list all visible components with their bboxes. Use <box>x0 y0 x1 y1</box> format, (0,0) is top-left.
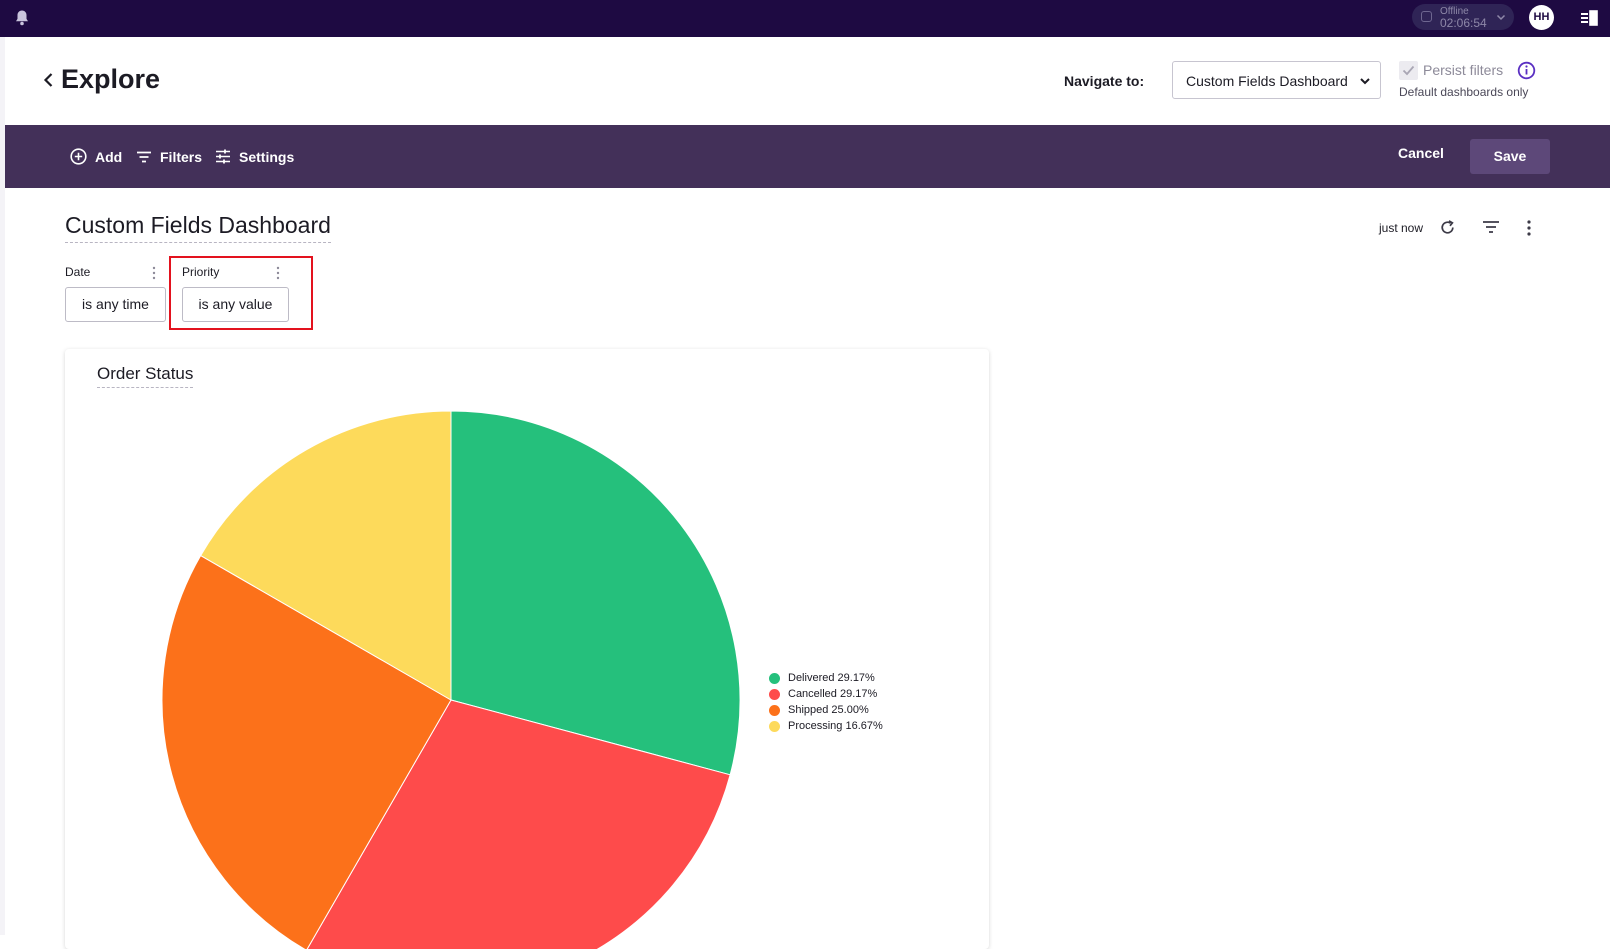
add-label: Add <box>95 148 123 165</box>
pie-slice-shipped[interactable] <box>161 554 452 949</box>
pie-slice-delivered[interactable] <box>450 410 741 776</box>
legend-label: Delivered 29.17% <box>788 672 875 684</box>
sliders-icon <box>216 149 230 164</box>
chevron-down-icon <box>1496 14 1506 21</box>
persist-filters-label: Persist filters <box>1423 62 1504 78</box>
navigate-label: Navigate to: <box>1064 73 1145 89</box>
legend-label: Cancelled 29.17% <box>788 688 878 700</box>
save-button[interactable]: Save <box>1470 139 1550 174</box>
legend-dot <box>769 688 780 700</box>
filters-label: Filters <box>160 148 203 165</box>
settings-button[interactable]: Settings <box>215 125 294 188</box>
filter-label-priority: Priority <box>182 265 220 279</box>
settings-label: Settings <box>239 148 295 165</box>
page-header: Explore Navigate to: Custom Fields Dashb… <box>5 37 1610 125</box>
status-pill[interactable]: Offline 02:06:54 <box>1412 4 1514 30</box>
legend-item-shipped[interactable]: Shipped 25.00% <box>769 702 883 718</box>
navigate-select-value: Custom Fields Dashboard <box>1186 73 1348 89</box>
legend-dot <box>769 720 780 732</box>
legend-dot <box>769 672 780 684</box>
legend-item-delivered[interactable]: Delivered 29.17% <box>769 670 883 686</box>
avatar[interactable]: HH <box>1529 5 1554 30</box>
panel-icon[interactable] <box>1580 10 1598 26</box>
chevron-down-icon <box>1360 78 1370 85</box>
dashboard-toolbar: Add Filters Settings Cancel Save <box>5 125 1610 188</box>
more-vertical-icon[interactable] <box>1525 219 1533 237</box>
order-status-card: Order Status Delivered 29.17% Cancelled 2… <box>65 349 989 949</box>
back-chevron-icon[interactable] <box>42 72 56 88</box>
filter-icon <box>137 151 151 162</box>
filter-label-date: Date <box>65 265 91 279</box>
add-circle-icon <box>70 148 87 165</box>
legend-label: Processing 16.67% <box>788 720 883 732</box>
more-vertical-icon[interactable] <box>275 265 281 281</box>
persist-filters-checkbox[interactable] <box>1399 61 1418 80</box>
navigate-select[interactable]: Custom Fields Dashboard <box>1172 61 1381 99</box>
priority-filter-button[interactable]: is any value <box>182 287 289 322</box>
top-bar: Offline 02:06:54 HH <box>0 0 1610 37</box>
bell-icon[interactable] <box>13 9 31 27</box>
pie-slice-cancelled[interactable] <box>306 699 731 949</box>
check-icon <box>1402 65 1415 76</box>
pie-slice-processing[interactable] <box>200 410 452 701</box>
chart-legend: Delivered 29.17% Cancelled 29.17% Shipped … <box>769 670 883 734</box>
more-vertical-icon[interactable] <box>151 265 157 281</box>
status-label: Offline <box>1440 6 1469 17</box>
page-title: Explore <box>61 64 161 94</box>
refresh-icon[interactable] <box>1439 219 1456 236</box>
info-icon[interactable] <box>1517 61 1536 80</box>
persist-filters-note: Default dashboards only <box>1399 85 1529 99</box>
pie-chart <box>161 410 741 949</box>
dashboard-title[interactable]: Custom Fields Dashboard <box>65 212 331 243</box>
legend-dot <box>769 704 780 716</box>
left-edge <box>0 37 5 935</box>
highlight-box <box>169 256 313 330</box>
legend-label: Shipped 25.00% <box>788 704 869 716</box>
legend-item-processing[interactable]: Processing 16.67% <box>769 718 883 734</box>
legend-item-cancelled[interactable]: Cancelled 29.17% <box>769 686 883 702</box>
last-updated: just now <box>1379 221 1424 235</box>
filters-button[interactable]: Filters <box>136 125 202 188</box>
status-square-icon <box>1421 11 1432 22</box>
add-button[interactable]: Add <box>70 125 122 188</box>
filter-icon[interactable] <box>1482 219 1500 235</box>
date-filter-button[interactable]: is any time <box>65 287 166 322</box>
cancel-button[interactable]: Cancel <box>1398 145 1444 161</box>
chart-title[interactable]: Order Status <box>97 364 194 388</box>
status-time: 02:06:54 <box>1440 16 1487 30</box>
